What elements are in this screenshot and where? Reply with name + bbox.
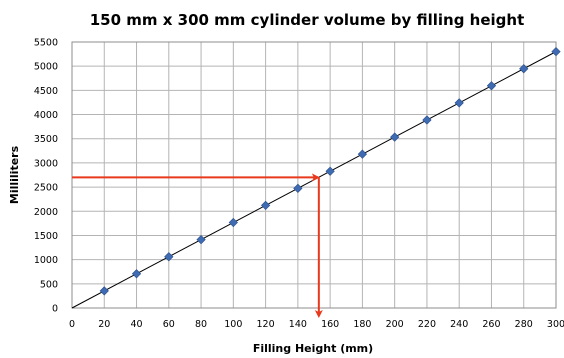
y-axis-label: Milliliters (8, 145, 21, 204)
data-point-14 (551, 47, 561, 57)
x-tick-label-15: 300 (547, 319, 564, 330)
data-point-3 (196, 234, 206, 245)
x-tick-label-9: 180 (353, 319, 371, 330)
data-point-7 (325, 166, 335, 176)
y-tick-label-1: 500 (40, 279, 58, 290)
grid (71, 41, 557, 309)
data-points (99, 47, 561, 296)
y-tick-label-10: 5000 (34, 62, 58, 73)
x-tick-labels: 0 20 40 60 80 100 120 140 160 180 200 220 240 260 280 3… (69, 319, 564, 330)
y-tick-label-11: 5500 (34, 38, 58, 49)
y-tick-label-7: 3500 (34, 134, 58, 145)
y-tick-label-0: 0 (52, 304, 58, 315)
y-tick-label-2: 1000 (34, 255, 58, 266)
data-point-6 (293, 183, 303, 193)
data-point-0 (99, 286, 109, 296)
data-point-9 (390, 132, 400, 142)
x-tick-label-6: 120 (257, 319, 275, 330)
x-tick-label-12: 240 (450, 319, 468, 330)
x-tick-label-10: 200 (386, 319, 404, 330)
plot-area-border (71, 41, 557, 309)
x-tick-label-4: 80 (195, 319, 207, 330)
data-point-5 (260, 200, 271, 211)
chart-title: 150 mm x 300 mm cylinder volume by filli… (90, 11, 525, 29)
annotation-layer (72, 173, 323, 318)
x-tick-label-3: 60 (163, 319, 175, 330)
x-tick-label-1: 20 (98, 319, 110, 330)
data-point-11 (454, 98, 464, 108)
x-tick-label-2: 40 (130, 319, 142, 330)
x-tick-label-0: 0 (69, 319, 75, 330)
y-tick-label-6: 3000 (34, 158, 58, 169)
y-tick-label-3: 1500 (34, 231, 58, 242)
data-point-2 (164, 252, 174, 262)
x-tick-label-5: 100 (224, 319, 242, 330)
y-tick-labels: 0 500 1000 1500 2000 2500 3000 3500 4000 4500 5000… (34, 38, 58, 315)
data-point-12 (486, 81, 497, 91)
y-tick-label-4: 2000 (34, 207, 58, 218)
data-point-10 (422, 115, 432, 125)
data-point-13 (519, 64, 529, 74)
y-tick-label-8: 4000 (34, 110, 58, 121)
x-tick-label-13: 260 (482, 319, 500, 330)
data-point-4 (228, 217, 238, 228)
x-axis-label: Filling Height (mm) (253, 342, 373, 355)
data-point-1 (131, 269, 142, 279)
x-tick-label-14: 280 (515, 319, 533, 330)
x-tick-label-7: 140 (289, 319, 307, 330)
x-tick-label-8: 160 (321, 319, 339, 330)
data-point-8 (357, 149, 368, 159)
x-tick-label-11: 220 (418, 319, 436, 330)
y-tick-label-9: 4500 (34, 86, 58, 97)
y-tick-label-5: 2500 (34, 183, 58, 194)
